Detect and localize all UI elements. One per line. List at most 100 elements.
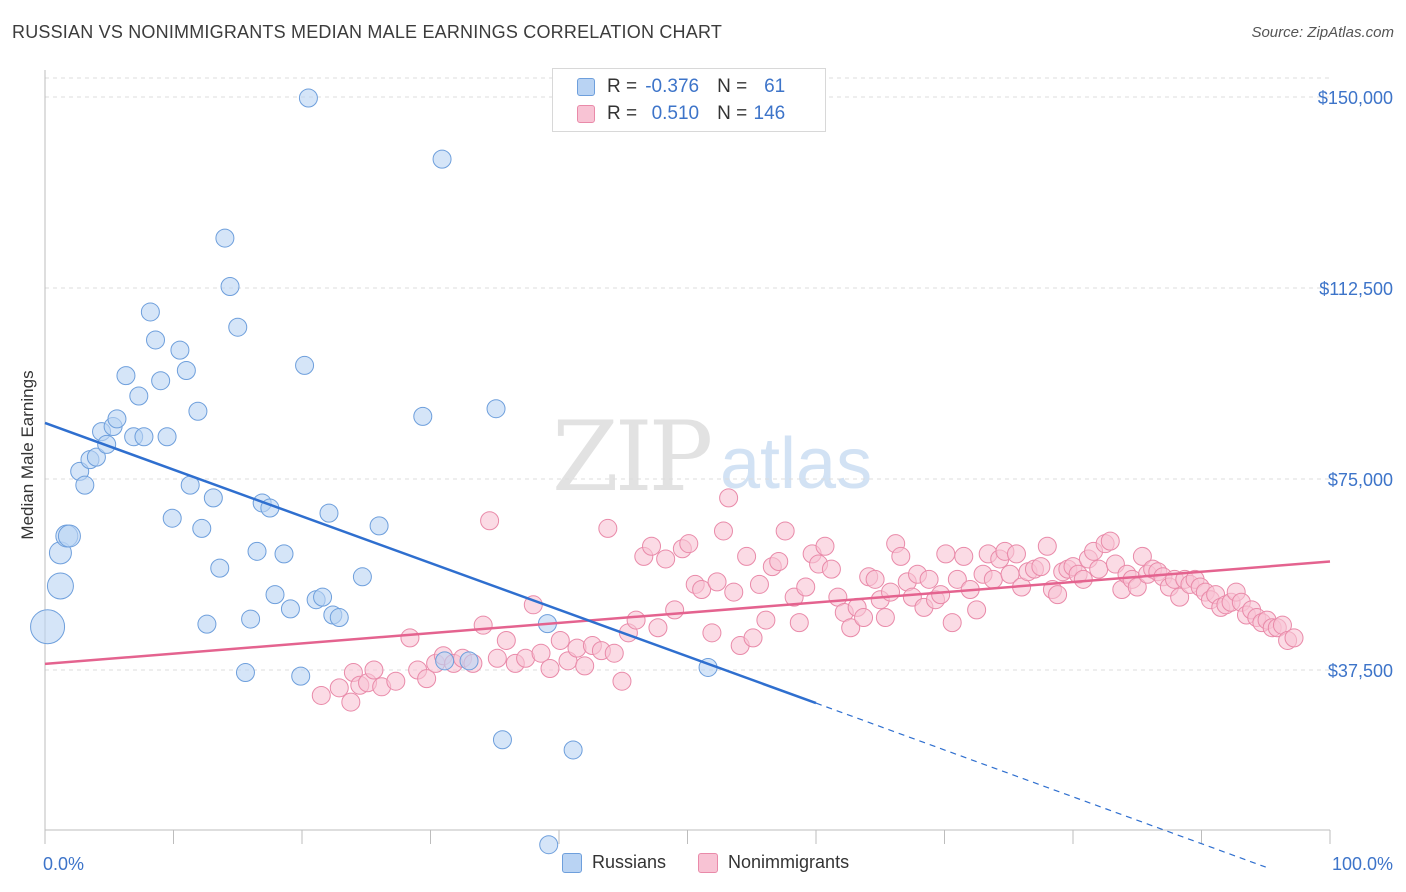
russians-point <box>197 614 217 634</box>
nonimmigrants-point <box>942 613 962 633</box>
nonimmigrants-trendline <box>44 560 1331 666</box>
nonimmigrants-point <box>821 559 841 579</box>
y-tick-label-1: $75,000 <box>1328 470 1393 490</box>
russians-point <box>313 587 333 607</box>
russians-point <box>116 366 136 386</box>
russians-point <box>280 599 300 619</box>
nonimmigrants-legend-swatch <box>698 852 719 873</box>
nonimmigrants-point <box>737 546 757 566</box>
n-value-nonimmigrants: 146 <box>753 103 786 124</box>
nonimmigrants-point <box>496 630 516 650</box>
y-tick-labels: $37,500 $75,000 $112,500 $150,000 <box>1318 88 1393 681</box>
russians-point <box>274 544 294 564</box>
x-tick-labels: 0.0% 100.0% <box>43 854 1393 874</box>
legend-label-russians: Russians <box>592 852 667 872</box>
legend-label-nonimmigrants: Nonimmigrants <box>728 852 850 872</box>
russians-point <box>162 508 182 528</box>
nonimmigrants-swatch <box>577 105 595 123</box>
axes <box>44 70 1331 844</box>
nonimmigrants-point <box>598 518 618 538</box>
nonimmigrants-point <box>1100 531 1120 551</box>
nonimmigrants-point <box>713 521 733 541</box>
nonimmigrants-point <box>400 628 420 648</box>
nonimmigrants-point <box>875 608 895 628</box>
nonimmigrants-point <box>1284 628 1304 648</box>
series-russians <box>30 88 718 855</box>
russians-point <box>129 386 149 406</box>
nonimmigrants-point <box>865 569 885 589</box>
stats-legend: R = -0.376 N = 61 R = 0.510 N = 146 <box>552 68 826 132</box>
russians-point <box>432 149 452 169</box>
russians-point <box>176 361 196 381</box>
r-label: R = <box>607 76 638 97</box>
russians-point <box>146 330 166 350</box>
n-label: N = <box>717 76 748 97</box>
legend-item-nonimmigrants[interactable]: Nonimmigrants <box>698 852 849 873</box>
nonimmigrants-point <box>642 536 662 556</box>
nonimmigrants-point <box>692 580 712 600</box>
russians-point <box>215 228 235 248</box>
nonimmigrants-point <box>604 643 624 663</box>
russians-point <box>228 317 248 337</box>
nonimmigrants-point <box>854 608 874 628</box>
nonimmigrants-point <box>796 577 816 597</box>
russians-point <box>30 609 66 645</box>
y-tick-label-2: $112,500 <box>1319 279 1393 299</box>
nonimmigrants-point <box>841 618 861 638</box>
chart-title: RUSSIAN VS NONIMMIGRANTS MEDIAN MALE EAR… <box>12 22 723 42</box>
russians-point <box>539 835 559 855</box>
russians-point <box>369 516 389 536</box>
russians-point <box>203 488 223 508</box>
nonimmigrants-point <box>719 488 739 508</box>
nonimmigrants-point <box>679 534 699 554</box>
russians-point <box>140 302 160 322</box>
x-tick-label-0: 0.0% <box>43 854 84 874</box>
watermark-atlas: atlas <box>720 424 872 504</box>
nonimmigrants-point <box>1089 559 1109 579</box>
nonimmigrants-point <box>891 546 911 566</box>
nonimmigrants-point <box>919 569 939 589</box>
russians-point <box>46 572 74 600</box>
nonimmigrants-point <box>967 600 987 620</box>
russians-point <box>134 427 154 447</box>
y-tick-label-3: $150,000 <box>1318 88 1393 108</box>
nonimmigrants-point <box>954 546 974 566</box>
russians-point <box>235 663 255 683</box>
nonimmigrants-point <box>1006 544 1026 564</box>
nonimmigrants-point <box>311 685 331 705</box>
nonimmigrants-point <box>364 660 384 680</box>
nonimmigrants-point <box>531 643 551 663</box>
russians-point <box>107 409 127 429</box>
russians-point <box>329 608 349 628</box>
n-label: N = <box>717 103 748 124</box>
nonimmigrants-point <box>648 618 668 638</box>
nonimmigrants-point <box>656 549 676 569</box>
russians-point <box>170 340 190 360</box>
russians-trendline-extension <box>815 702 1266 868</box>
russians-point <box>352 567 372 587</box>
russians-point <box>157 427 177 447</box>
russians-point <box>291 666 311 686</box>
russians-point <box>486 399 506 419</box>
nonimmigrants-point <box>417 669 437 689</box>
nonimmigrants-point <box>749 574 769 594</box>
nonimmigrants-point <box>724 582 744 602</box>
nonimmigrants-point <box>815 536 835 556</box>
nonimmigrants-point <box>386 671 406 691</box>
y-axis-label: Median Male Earnings <box>18 370 37 540</box>
russians-legend-swatch <box>562 852 582 873</box>
nonimmigrants-point <box>983 569 1003 589</box>
nonimmigrants-point <box>540 658 560 678</box>
russians-point <box>210 558 230 578</box>
nonimmigrants-point <box>487 648 507 668</box>
nonimmigrants-point <box>341 692 361 712</box>
nonimmigrants-point <box>550 630 570 650</box>
russians-point <box>265 585 285 605</box>
legend-item-russians[interactable]: Russians <box>562 852 666 873</box>
nonimmigrants-point <box>626 610 646 630</box>
nonimmigrants-point <box>702 623 722 643</box>
russians-point <box>459 651 479 671</box>
nonimmigrants-point <box>665 600 685 620</box>
nonimmigrants-point <box>936 544 956 564</box>
russians-point <box>413 406 433 426</box>
